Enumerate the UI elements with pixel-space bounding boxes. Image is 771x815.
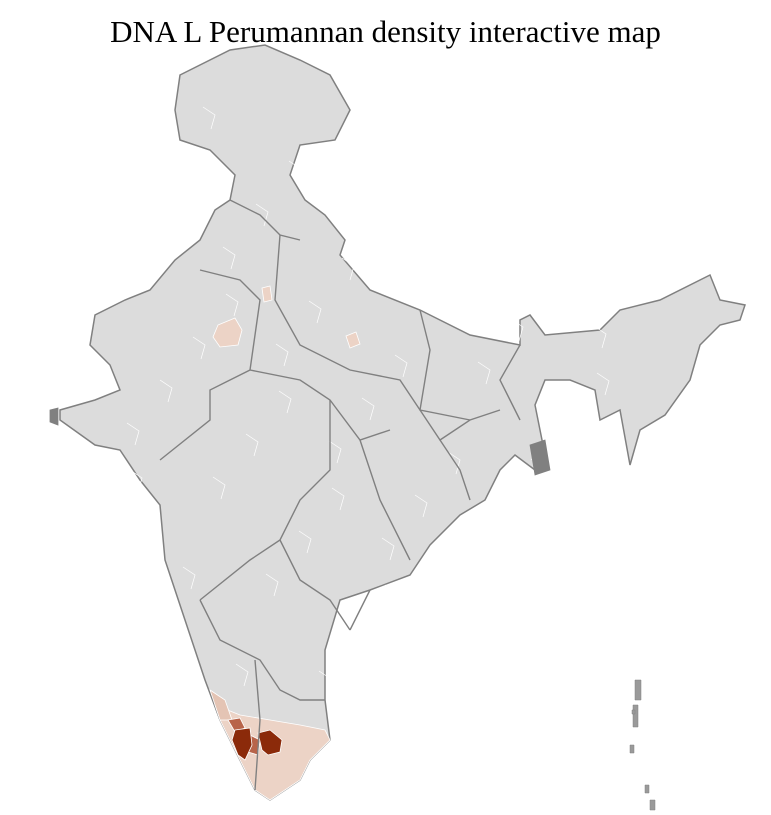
district-border xyxy=(245,433,259,457)
district-border xyxy=(424,264,438,288)
district-border xyxy=(159,379,173,403)
district-border xyxy=(636,652,650,676)
district-border xyxy=(583,555,597,579)
country-outline[interactable] xyxy=(59,44,746,801)
district-border xyxy=(394,354,408,378)
district-border xyxy=(275,343,289,367)
district-border xyxy=(381,537,395,561)
district-sundarbans[interactable] xyxy=(529,439,551,476)
island-0[interactable] xyxy=(634,679,642,701)
district-border xyxy=(437,681,451,705)
map-title: DNA L Perumannan density interactive map xyxy=(110,14,661,49)
district-border xyxy=(573,185,587,209)
state-border xyxy=(439,439,471,501)
district-border xyxy=(212,476,226,500)
island-3[interactable] xyxy=(644,784,650,794)
district-border xyxy=(457,221,471,245)
district-border xyxy=(182,566,196,590)
district-border xyxy=(490,178,504,202)
district-border xyxy=(288,160,302,184)
state-border xyxy=(199,599,325,701)
district-border xyxy=(222,246,236,270)
district-border xyxy=(467,591,481,615)
district-border xyxy=(139,239,153,263)
district-kutch-coast[interactable] xyxy=(49,407,59,426)
district-border xyxy=(235,663,249,687)
district-border xyxy=(331,487,345,511)
district-border xyxy=(341,257,355,281)
district-border xyxy=(384,584,398,608)
district-border xyxy=(520,688,534,712)
district-border xyxy=(129,469,143,493)
district-up[interactable] xyxy=(345,331,361,349)
district-border xyxy=(626,282,640,306)
district-high-2[interactable] xyxy=(257,729,283,756)
state-border xyxy=(349,589,371,631)
district-border xyxy=(192,336,206,360)
district-border xyxy=(593,325,607,349)
state-border xyxy=(359,439,411,561)
island-5[interactable] xyxy=(631,709,636,715)
island-2[interactable] xyxy=(629,744,635,754)
district-border xyxy=(308,300,322,324)
district-border xyxy=(202,106,216,130)
island-1[interactable] xyxy=(632,704,639,728)
district-border xyxy=(126,422,140,446)
district-border xyxy=(553,645,567,669)
district-border xyxy=(543,275,557,299)
district-border xyxy=(563,415,577,439)
state-border xyxy=(419,309,501,441)
district-border xyxy=(298,530,312,554)
district-border xyxy=(371,167,385,191)
state-border xyxy=(499,344,521,421)
district-border xyxy=(169,149,183,173)
district-border xyxy=(434,634,448,658)
state-border xyxy=(279,539,351,631)
district-border xyxy=(540,228,554,252)
district-border xyxy=(225,293,239,317)
district-border xyxy=(361,397,375,421)
district-border xyxy=(487,131,501,155)
district-border xyxy=(606,142,620,166)
district-delhi-area[interactable] xyxy=(261,285,273,303)
district-border xyxy=(119,99,133,123)
district-border xyxy=(278,390,292,414)
state-border xyxy=(229,199,301,241)
district-border xyxy=(318,670,332,694)
state-border xyxy=(254,659,261,791)
district-border xyxy=(477,361,491,385)
district-border xyxy=(596,372,610,396)
district-border xyxy=(149,609,163,633)
state-border xyxy=(199,400,331,601)
district-border xyxy=(616,512,630,536)
district-border xyxy=(500,548,514,572)
district-medium-1[interactable] xyxy=(227,717,246,733)
district-border xyxy=(414,494,428,518)
district-high-1[interactable] xyxy=(231,727,253,761)
island-4[interactable] xyxy=(649,799,656,811)
district-border xyxy=(265,573,279,597)
district-border xyxy=(404,124,418,148)
district-border xyxy=(447,451,461,475)
district-border xyxy=(351,627,365,651)
district-rajasthan[interactable] xyxy=(212,317,243,348)
district-border xyxy=(255,203,269,227)
district-border xyxy=(510,318,524,342)
district-border xyxy=(328,440,342,464)
district-border xyxy=(172,196,186,220)
